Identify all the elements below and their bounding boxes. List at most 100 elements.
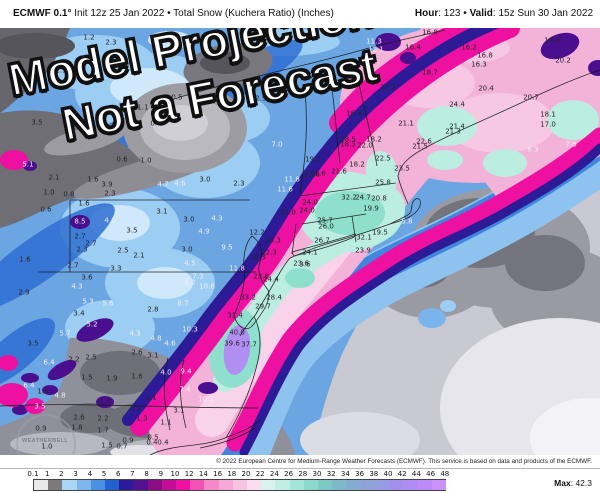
valid-label: Valid <box>469 8 493 19</box>
map-value-label: 8.5 <box>74 217 86 226</box>
map-value-label: 3.1 <box>147 351 159 360</box>
map-value-label: 7.0 <box>271 140 283 149</box>
colorbar-segment <box>62 480 78 490</box>
map-value-label: 2.2 <box>97 414 109 423</box>
map-value-label: 1.6 <box>87 175 99 184</box>
map-value-label: 6.4 <box>23 381 35 390</box>
map-value-label: 2.5 <box>85 353 97 362</box>
map-value-label: 22.0 <box>357 141 373 150</box>
map-value-label: 4.8 <box>71 120 83 129</box>
map-value-label: 0.5 <box>147 433 159 442</box>
map-value-label: 3.1 <box>156 207 168 216</box>
header-title: ECMWF 0.1° Init 12z 25 Jan 2022 • Total … <box>13 8 334 19</box>
map-value-label: 3.3 <box>110 264 122 273</box>
map-value-label: 3.5 <box>31 118 43 127</box>
max-value-readout: Max: 42.3 <box>554 478 592 488</box>
map-value-label: 2.3 <box>105 38 117 47</box>
map-value-label: 8.7 <box>177 299 189 308</box>
map-value-label: 0.6 <box>40 205 52 214</box>
map-value-label: 24.0 <box>299 206 315 215</box>
colorbar-segment <box>360 480 376 490</box>
map-value-label: 1.6 <box>131 372 143 381</box>
colorbar-tick: 0.1 <box>27 470 39 478</box>
map-value-label: 33.2 <box>240 293 256 302</box>
map-value-label: 20.8 <box>371 194 387 203</box>
map-value-label: 24.1 <box>302 248 318 257</box>
map-value-label: 2.6 <box>73 413 85 422</box>
map-value-label: 22.3 <box>261 248 277 257</box>
map-value-label: 2.7 <box>85 239 97 248</box>
map-value-label: 0.7 <box>150 119 162 128</box>
map-value-label: 9.4 <box>180 367 192 376</box>
colorbar-segment <box>218 480 234 490</box>
colorbar-tick: 2 <box>59 470 64 478</box>
map-value-label: 4.8 <box>54 391 66 400</box>
map-value-label: 6.4 <box>43 358 55 367</box>
map-value-label: 19.2 <box>305 155 321 164</box>
map-value-label: 2.9 <box>255 94 267 103</box>
weatherbell-ring-icon <box>16 414 76 455</box>
snowfall-map <box>0 28 600 455</box>
colorbar-tick: 38 <box>369 470 379 478</box>
map-value-label: 0.9 <box>122 436 134 445</box>
map-value-label: 1.2 <box>83 33 95 42</box>
map-value-label: 2.7 <box>67 261 79 270</box>
map-value-label: 1.5 <box>129 404 141 413</box>
colorbar-segment <box>34 480 49 490</box>
colorbar-tick: 42 <box>397 470 407 478</box>
map-value-label: 18.2 <box>366 135 382 144</box>
map-value-label: 3.5 <box>126 226 138 235</box>
map-value-label: 4.3 <box>71 282 83 291</box>
map-value-label: 19.9 <box>363 204 379 213</box>
map-value-label: 2.3 <box>104 189 116 198</box>
map-value-label: 11.0 <box>341 65 357 74</box>
map-value-label: 23.5 <box>394 164 410 173</box>
copyright-text: © 2022 European Centre for Medium-Range … <box>216 458 592 465</box>
map-value-label: 1.5 <box>81 373 93 382</box>
map-value-label: 10.3 <box>182 325 198 334</box>
colorbar-segment <box>90 480 106 490</box>
map-value-label: 18.2 <box>349 160 365 169</box>
map-value-label: 22.6 <box>416 137 432 146</box>
map-value-label: 3.6 <box>81 273 93 282</box>
colorbar-segment <box>403 480 418 490</box>
map-value-label: 3.5 <box>34 402 46 411</box>
map-value-label: 2.2 <box>68 355 80 364</box>
colorbar-legend: 0.1 1 2 3 4 5 6 7 8 9 10 12 14 16 18 20 22 24 26 28 30 32 34 36… <box>0 468 600 493</box>
hour-value: : 123 • <box>438 8 470 19</box>
map-value-label: 1.4 <box>99 397 111 406</box>
map-value-label: 2.1 <box>133 251 145 260</box>
map-value-label: 17.0 <box>325 80 341 89</box>
map-value-label: 29.7 <box>255 302 271 311</box>
map-value-label: 1.8 <box>71 423 83 432</box>
map-value-label: 3.9 <box>101 180 113 189</box>
colorbar-tick: 1 <box>44 470 50 478</box>
map-value-label: 2.3 <box>76 245 88 254</box>
model-name: ECMWF 0.1° <box>13 8 72 19</box>
map-value-label: 2.5 <box>117 246 129 255</box>
map-value-label: 2.5 <box>55 66 67 75</box>
map-value-label: 23.8 <box>253 272 269 281</box>
colorbar-tick: 20 <box>241 470 251 478</box>
map-value-label: 22.5 <box>375 154 391 163</box>
map-value-label: 23.6 <box>293 259 309 268</box>
colorbar-tick: 3 <box>73 470 78 478</box>
colorbar-segment <box>119 480 134 490</box>
map-value-label: 4.0 <box>160 368 172 377</box>
colorbar-tick: 40 <box>383 470 393 478</box>
map-value-label: 1.6 <box>78 199 90 208</box>
colorbar-segment <box>133 480 149 490</box>
map-value-label: 32.2 <box>341 193 357 202</box>
map-value-label: 15.2 <box>380 83 396 92</box>
hour-label: Hour <box>414 8 439 19</box>
map-value-label: 21.8 <box>304 170 320 179</box>
map-value-label: 1.1 <box>160 418 172 427</box>
colorbar-tick: 22 <box>255 470 265 478</box>
colorbar-tick: 24 <box>269 470 279 478</box>
map-value-label: 6.3 <box>527 145 539 154</box>
colorbar-tick: 5 <box>101 470 107 478</box>
map-value-label: 21.6 <box>310 169 326 178</box>
colorbar-segment <box>261 480 276 490</box>
colorbar-tick: 4 <box>87 470 93 478</box>
map-value-label: 25.7 <box>317 216 333 225</box>
